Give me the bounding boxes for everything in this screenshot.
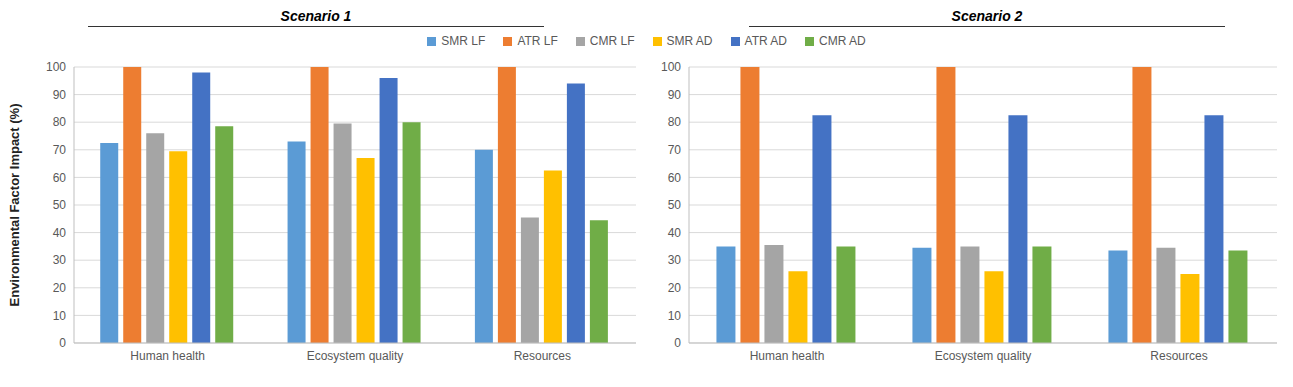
svg-text:70: 70 — [668, 143, 682, 157]
svg-text:70: 70 — [53, 143, 67, 157]
svg-text:Environmental Factor Impact (%: Environmental Factor Impact (%) — [8, 104, 22, 307]
html-text:CMR AD: CMR AD — [819, 34, 866, 48]
svg-text:40: 40 — [53, 226, 67, 240]
svg-text:60: 60 — [53, 171, 67, 185]
html-text:SMR AD: SMR AD — [666, 34, 713, 48]
svg-text:Human health: Human health — [130, 349, 205, 363]
html-text:CMR LF: CMR LF — [589, 34, 635, 48]
svg-text:Human health: Human health — [750, 349, 825, 363]
svg-text:60: 60 — [668, 171, 682, 185]
svg-text:50: 50 — [53, 198, 67, 212]
svg-text:10: 10 — [668, 309, 682, 323]
html-text:ATR LF: ATR LF — [517, 34, 558, 48]
html-text:Scenario 1: Scenario 1 — [280, 8, 352, 24]
svg-text:Ecosystem quality: Ecosystem quality — [307, 349, 404, 363]
svg-text:Ecosystem quality: Ecosystem quality — [935, 349, 1032, 363]
svg-text:0: 0 — [674, 336, 681, 350]
svg-text:90: 90 — [668, 88, 682, 102]
svg-text:50: 50 — [668, 198, 682, 212]
svg-text:80: 80 — [53, 115, 67, 129]
svg-text:30: 30 — [668, 253, 682, 267]
svg-text:20: 20 — [53, 281, 67, 295]
svg-text:40: 40 — [668, 226, 682, 240]
html-text:ATR AD: ATR AD — [744, 34, 787, 48]
svg-text:30: 30 — [53, 253, 67, 267]
html-text:SMR LF: SMR LF — [441, 34, 486, 48]
svg-text:80: 80 — [668, 115, 682, 129]
html-text:Scenario 2: Scenario 2 — [951, 8, 1023, 24]
svg-text:20: 20 — [668, 281, 682, 295]
svg-text:0: 0 — [59, 336, 66, 350]
svg-text:Resources: Resources — [1150, 349, 1207, 363]
svg-text:100: 100 — [661, 60, 681, 74]
svg-text:90: 90 — [53, 88, 67, 102]
svg-text:Resources: Resources — [514, 349, 571, 363]
svg-text:10: 10 — [53, 309, 67, 323]
svg-text:100: 100 — [46, 60, 66, 74]
